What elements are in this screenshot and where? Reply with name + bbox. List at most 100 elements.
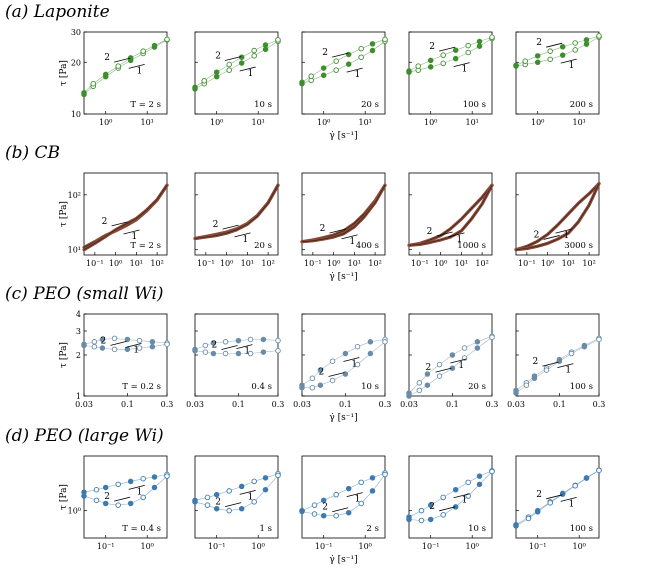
series-core-2	[408, 185, 493, 246]
arrow-1	[448, 232, 465, 238]
arrow-1	[125, 343, 142, 348]
data-point	[465, 49, 471, 56]
arrow-1	[557, 363, 574, 368]
data-point	[202, 349, 209, 355]
data-point	[213, 491, 220, 498]
arrow-2	[225, 56, 242, 61]
data-point	[93, 486, 100, 493]
x-tick-label: 10⁰	[434, 259, 447, 268]
data-point	[572, 483, 578, 489]
data-point	[461, 345, 468, 351]
data-point	[235, 337, 242, 344]
x-tick-label: 10²	[150, 259, 163, 268]
plot-frame	[83, 313, 168, 397]
branch-label-1: 1	[457, 235, 463, 245]
arrow-2	[546, 494, 563, 500]
data-point	[489, 468, 495, 475]
data-point	[547, 500, 553, 506]
branch-label-1: 1	[244, 347, 250, 357]
data-point	[202, 342, 209, 349]
data-point	[210, 340, 217, 346]
data-point	[534, 53, 541, 59]
data-point	[358, 479, 364, 486]
x-tick-label: 10⁰	[99, 118, 112, 127]
branch-label-1: 1	[569, 499, 575, 509]
x-tick-label: 10⁰	[327, 259, 340, 268]
y-tick-label: 30	[71, 28, 81, 37]
data-point	[127, 500, 134, 507]
data-point	[204, 494, 211, 501]
data-point	[418, 517, 425, 524]
branch-label-2: 2	[322, 503, 328, 513]
data-point	[262, 42, 269, 48]
series-core-1	[515, 183, 600, 250]
panel-0-2: 10⁰ 10¹ 1 2 20 s	[299, 31, 388, 127]
branch-label-2: 2	[429, 502, 435, 512]
data-point	[275, 337, 281, 344]
panel-2-3: 0.03 0.1 0.3 1 2 20 s	[400, 313, 498, 409]
data-point	[317, 367, 324, 373]
arrow-2	[225, 502, 242, 508]
data-point	[559, 491, 566, 497]
data-point	[151, 474, 158, 480]
data-point	[583, 37, 590, 43]
arrow-1	[560, 496, 577, 502]
data-point	[367, 350, 374, 357]
x-tick-label: 0.3	[272, 400, 285, 409]
data-point	[140, 494, 146, 501]
data-point	[369, 475, 376, 481]
data-point	[115, 481, 121, 488]
x-tick-label: 10¹	[130, 259, 143, 268]
arrow-1	[341, 234, 358, 240]
panel-0-0: 10⁰ 10¹ 30 20 10 1 2 T = 2 s	[71, 28, 170, 127]
panel-1-0: 10⁻¹ 10⁰ 10¹ 10² 10² 10¹ 1 2 T = 2 s	[68, 172, 169, 268]
panel-3-2: 10⁻¹ 10⁰ 1 2 2 s	[299, 455, 388, 551]
arrow-1	[453, 62, 470, 68]
data-point	[309, 384, 316, 391]
period-label: T = 0.4 s	[122, 524, 161, 534]
plot-frame	[194, 172, 279, 256]
x-tick-label: 10⁰	[466, 542, 479, 551]
period-label: 20 s	[361, 100, 379, 110]
data-point	[452, 486, 459, 493]
data-point	[436, 361, 443, 368]
y-axis-label: τ [Pa]	[59, 201, 69, 227]
data-point	[226, 488, 232, 494]
data-point	[149, 339, 156, 345]
data-point	[440, 52, 446, 58]
arrow-2	[435, 367, 452, 373]
x-tick-label: 10²	[261, 259, 274, 268]
x-tick-label: 10¹	[252, 118, 265, 127]
data-point	[226, 67, 232, 73]
data-point	[213, 69, 220, 75]
x-tick-label: 0.1	[121, 400, 134, 409]
data-point	[354, 361, 361, 368]
data-point	[308, 73, 314, 79]
plot-frame	[408, 455, 493, 539]
x-tick-label: 0.03	[75, 400, 93, 409]
data-point	[531, 375, 538, 381]
x-tick-label: 10⁻¹	[411, 259, 429, 268]
data-point	[559, 52, 566, 58]
data-point	[556, 358, 563, 364]
y-tick-label: 10⁰	[68, 507, 81, 516]
data-point	[465, 479, 471, 486]
data-point	[91, 339, 98, 345]
x-tick-label: 10¹	[466, 118, 479, 127]
x-tick-label: 0.1	[446, 400, 459, 409]
data-point	[192, 347, 198, 354]
branch-label-2: 2	[429, 42, 435, 52]
data-point	[251, 499, 257, 505]
x-tick-label: 10⁰	[210, 118, 223, 127]
data-point	[596, 33, 602, 39]
data-point	[583, 475, 590, 481]
x-tick-label: 10⁰	[252, 542, 265, 551]
data-point	[333, 491, 339, 498]
data-point	[543, 367, 550, 373]
data-point	[320, 497, 327, 504]
branch-label-2: 2	[533, 357, 539, 367]
x-tick-label: 10²	[368, 259, 381, 268]
data-point	[465, 42, 471, 49]
data-point	[476, 473, 483, 479]
arrow-2	[546, 42, 563, 48]
